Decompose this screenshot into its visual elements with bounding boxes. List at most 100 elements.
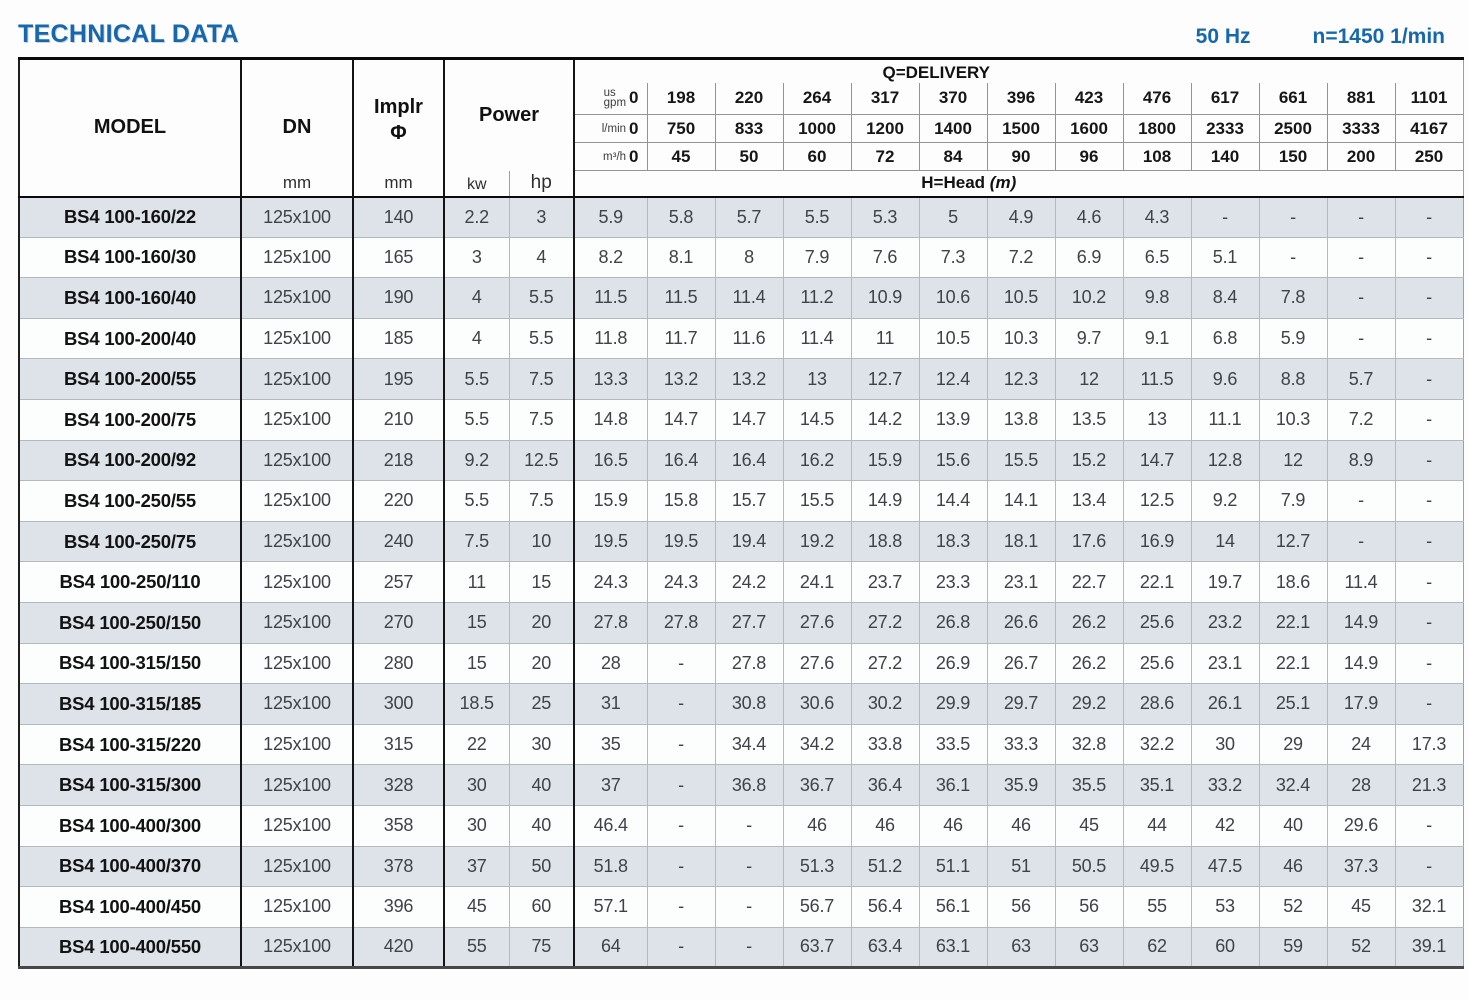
head-value-cell: 7.9 — [1258, 480, 1327, 522]
head-value-cell: 56 — [1054, 886, 1123, 928]
head-value-cell: - — [646, 926, 715, 968]
head-value-cell: 27.6 — [782, 642, 851, 684]
hp-cell: 20 — [508, 601, 575, 644]
head-value-cell: 14.8 — [574, 398, 647, 441]
hp-cell: 5.5 — [508, 317, 575, 359]
flow-value-cell: 3333 — [1326, 114, 1395, 143]
head-value-cell: 56.7 — [782, 886, 851, 928]
dn-unit-label: mm — [282, 172, 312, 192]
head-value-cell: 22.1 — [1258, 642, 1327, 684]
hp-cell: 50 — [508, 845, 575, 887]
head-value-cell: 25.1 — [1258, 683, 1327, 725]
table-row: BS4 100-200/40 125x100 185 4 5.5 11.8 11.7 11.6… — [19, 317, 1464, 359]
head-value-cell: 15.7 — [714, 480, 783, 522]
head-value-cell: 49.5 — [1122, 845, 1191, 887]
head-value-cell: - — [1394, 480, 1464, 522]
model-cell: BS4 100-250/150 — [19, 601, 242, 644]
head-value-cell: 9.6 — [1190, 358, 1259, 400]
flow-unit-cell: m³/h 0 — [574, 142, 647, 171]
head-value-cell: 52 — [1258, 886, 1327, 928]
implr-cell: 165 — [353, 236, 445, 278]
hp-cell: 75 — [508, 926, 575, 968]
head-value-cell: 13.9 — [918, 398, 987, 441]
head-value-cell: 45 — [1054, 804, 1123, 846]
head-value-cell: 14.2 — [850, 398, 919, 441]
implr-cell: 195 — [353, 358, 445, 400]
table-row: BS4 100-315/150 125x100 280 15 20 28-27.8 27.6… — [19, 642, 1464, 684]
column-header-power: Power — [444, 58, 575, 171]
head-title-row: kw hp H=Head (m) — [19, 170, 1464, 197]
head-value-cell: - — [1190, 195, 1259, 238]
model-cell: BS4 100-200/92 — [19, 439, 242, 481]
dn-cell: 125x100 — [241, 520, 354, 562]
hp-cell: 7.5 — [508, 480, 575, 522]
implr-cell: 328 — [353, 764, 445, 806]
kw-cell: 18.5 — [444, 683, 509, 725]
model-cell: BS4 100-160/30 — [19, 236, 242, 278]
head-value-cell: - — [646, 764, 715, 806]
flow-value-cell: 476 — [1122, 82, 1191, 115]
head-value-cell: - — [1394, 398, 1464, 441]
head-value-cell: 36.7 — [782, 764, 851, 806]
head-value-cell: 51.1 — [918, 845, 987, 887]
flow-value-cell: 140 — [1190, 142, 1259, 171]
head-value-cell: - — [1326, 277, 1395, 319]
table-row: BS4 100-250/150 125x100 270 15 20 27.8 27.8 27.… — [19, 601, 1464, 644]
flow-zero-value: 0 — [629, 118, 639, 138]
head-value-cell: - — [714, 845, 783, 887]
head-value-cell: 29.6 — [1326, 804, 1395, 846]
flow-value-cell: 423 — [1054, 82, 1123, 115]
hp-cell: 7.5 — [508, 358, 575, 400]
implr-unit-label: mm — [384, 172, 413, 192]
dn-header-label: DN — [282, 116, 312, 139]
head-value-cell: 35.5 — [1054, 764, 1123, 806]
head-value-cell: 27.7 — [714, 601, 783, 644]
head-value-cell: 16.4 — [646, 439, 715, 481]
head-value-cell: 23.3 — [918, 561, 987, 603]
head-value-cell: 10.5 — [986, 277, 1055, 319]
head-value-cell: 45 — [1326, 886, 1395, 928]
head-value-cell: 51.3 — [782, 845, 851, 887]
hp-cell: 40 — [508, 764, 575, 806]
head-value-cell: 13.8 — [986, 398, 1055, 441]
head-value-cell: 37 — [574, 764, 647, 806]
head-value-cell: 5.3 — [850, 195, 919, 238]
head-value-cell: - — [714, 804, 783, 846]
implr-cell: 270 — [353, 601, 445, 644]
dn-cell: 125x100 — [241, 764, 354, 806]
topbar: TECHNICAL DATA 50 Hz n=1450 1/min — [0, 0, 1469, 57]
flow-value-cell: 2500 — [1258, 114, 1327, 143]
implr-cell: 378 — [353, 845, 445, 887]
head-value-cell: 5.1 — [1190, 236, 1259, 278]
head-value-cell: 30.2 — [850, 683, 919, 725]
head-value-cell: 33.5 — [918, 723, 987, 765]
flow-value-cell: 108 — [1122, 142, 1191, 171]
head-value-cell: 30.8 — [714, 683, 783, 725]
head-value-cell: 21.3 — [1394, 764, 1464, 806]
flow-value-cell: 1200 — [850, 114, 919, 143]
head-value-cell: 15.2 — [1054, 439, 1123, 481]
head-value-cell: 46 — [1258, 845, 1327, 887]
flow-zero-value: 0 — [629, 146, 639, 166]
head-value-cell: 51.8 — [574, 845, 647, 887]
flow-value-cell: 1500 — [986, 114, 1055, 143]
head-value-cell: 29 — [1258, 723, 1327, 765]
implr-cell: 220 — [353, 480, 445, 522]
dn-cell: 125x100 — [241, 398, 354, 441]
head-value-cell: 35.9 — [986, 764, 1055, 806]
dn-cell: 125x100 — [241, 480, 354, 522]
head-value-cell: 14.1 — [986, 480, 1055, 522]
model-cell: BS4 100-250/75 — [19, 520, 242, 562]
head-value-cell: 26.7 — [986, 642, 1055, 684]
dn-cell: 125x100 — [241, 804, 354, 846]
head-value-cell: 15.5 — [986, 439, 1055, 481]
implr-cell: 210 — [353, 398, 445, 441]
head-value-cell: 18.6 — [1258, 561, 1327, 603]
head-value-cell: 63.4 — [850, 926, 919, 968]
head-value-cell: 11.2 — [782, 277, 851, 319]
head-value-cell: 11.4 — [714, 277, 783, 319]
head-value-cell: 46 — [986, 804, 1055, 846]
dn-cell: 125x100 — [241, 561, 354, 603]
head-value-cell: - — [1394, 520, 1464, 562]
column-header-implr: Implr Φ mm — [353, 58, 445, 197]
